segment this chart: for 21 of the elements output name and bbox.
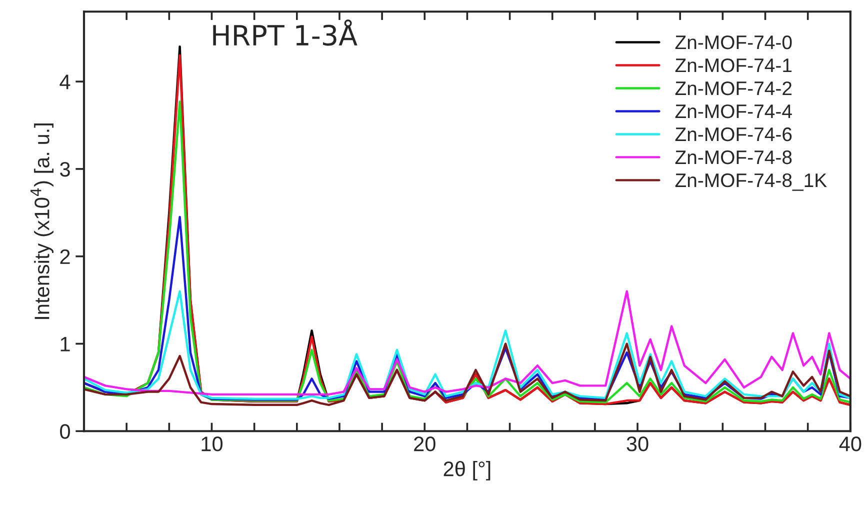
x-tick-label: 40	[839, 436, 862, 452]
y-tick-label: 1	[60, 336, 70, 352]
line-series	[84, 342, 850, 406]
y-tick-label: 3	[60, 162, 70, 177]
legend-label: Zn-MOF-74-0	[675, 35, 792, 50]
y-axis-title: Intensity (x10$^{4}$) [a. u.]	[30, 124, 54, 319]
legend-label: Zn-MOF-74-6	[675, 127, 792, 142]
annotation: HRPT 1-3Å	[213, 20, 358, 46]
legend-label: Zn-MOF-74-2	[675, 81, 792, 96]
x-tick-label: 10	[202, 436, 223, 452]
y-tick-label: 0	[60, 424, 70, 439]
legend-label: Zn-MOF-74-4	[675, 104, 792, 118]
legend-label: Zn-MOF-74-8_1K	[675, 173, 827, 191]
x-axis-title: 2θ [°]	[444, 460, 490, 480]
line-series	[84, 216, 850, 401]
legend-label: Zn-MOF-74-8	[675, 150, 792, 164]
x-tick-label: 20	[414, 436, 436, 452]
x-tick-label: 30	[626, 436, 648, 452]
y-tick-label: 2	[60, 249, 70, 264]
legend-label: Zn-MOF-74-1	[675, 58, 792, 72]
y-tick-label: 4	[60, 74, 70, 90]
